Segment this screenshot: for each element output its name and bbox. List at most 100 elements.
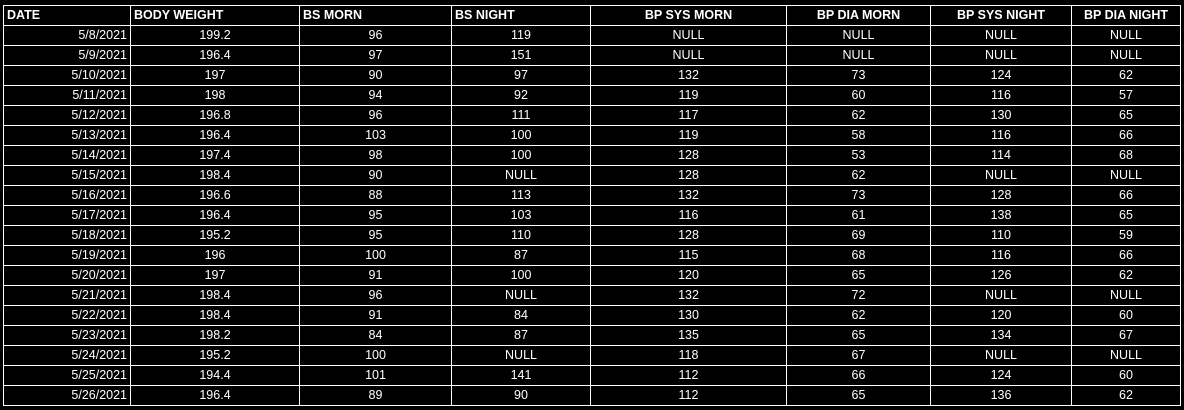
cell-bp-sys-night[interactable]: 116	[930, 125, 1072, 146]
cell-bp-dia-morn[interactable]: 73	[786, 65, 931, 86]
cell-bp-sys-night[interactable]: 130	[930, 105, 1072, 126]
cell-bs-morn[interactable]: 96	[299, 105, 452, 126]
cell-bp-dia-morn[interactable]: 61	[786, 205, 931, 226]
cell-bp-dia-night[interactable]: 62	[1071, 265, 1181, 286]
cell-bp-sys-morn[interactable]: 117	[590, 105, 787, 126]
cell-bp-sys-night[interactable]: 110	[930, 225, 1072, 246]
cell-body-weight[interactable]: 198.4	[130, 285, 300, 306]
cell-bp-sys-night[interactable]: 128	[930, 185, 1072, 206]
column-header-bp-sys-morn[interactable]: BP SYS MORN	[590, 5, 787, 26]
cell-bp-sys-morn[interactable]: 128	[590, 145, 787, 166]
cell-bp-dia-morn[interactable]: 69	[786, 225, 931, 246]
cell-bp-dia-morn[interactable]: NULL	[786, 45, 931, 66]
cell-date[interactable]: 5/12/2021	[3, 105, 131, 126]
cell-date[interactable]: 5/18/2021	[3, 225, 131, 246]
cell-bp-sys-morn[interactable]: 116	[590, 205, 787, 226]
cell-bp-dia-morn[interactable]: 67	[786, 345, 931, 366]
cell-bp-sys-night[interactable]: NULL	[930, 25, 1072, 46]
column-header-date[interactable]: DATE	[3, 5, 131, 26]
cell-bs-morn[interactable]: 98	[299, 145, 452, 166]
cell-bp-sys-night[interactable]: 116	[930, 245, 1072, 266]
cell-bs-morn[interactable]: 94	[299, 85, 452, 106]
column-header-bp-dia-night[interactable]: BP DIA NIGHT	[1071, 5, 1181, 26]
cell-bs-morn[interactable]: 100	[299, 345, 452, 366]
cell-bp-sys-morn[interactable]: 135	[590, 325, 787, 346]
cell-date[interactable]: 5/20/2021	[3, 265, 131, 286]
cell-bp-dia-morn[interactable]: 60	[786, 85, 931, 106]
cell-bs-night[interactable]: 87	[451, 245, 591, 266]
cell-bs-night[interactable]: 100	[451, 125, 591, 146]
cell-bp-dia-morn[interactable]: 68	[786, 245, 931, 266]
cell-body-weight[interactable]: 194.4	[130, 365, 300, 386]
cell-bs-night[interactable]: 90	[451, 385, 591, 406]
cell-bs-night[interactable]: 92	[451, 85, 591, 106]
cell-bp-dia-morn[interactable]: 62	[786, 305, 931, 326]
column-header-bp-sys-night[interactable]: BP SYS NIGHT	[930, 5, 1072, 26]
cell-body-weight[interactable]: 196.4	[130, 125, 300, 146]
cell-bs-night[interactable]: 151	[451, 45, 591, 66]
cell-bp-sys-morn[interactable]: 120	[590, 265, 787, 286]
cell-bp-dia-night[interactable]: 62	[1071, 65, 1181, 86]
cell-bs-morn[interactable]: 97	[299, 45, 452, 66]
cell-bp-sys-morn[interactable]: 112	[590, 385, 787, 406]
cell-bp-sys-night[interactable]: 120	[930, 305, 1072, 326]
cell-bs-morn[interactable]: 90	[299, 65, 452, 86]
cell-date[interactable]: 5/22/2021	[3, 305, 131, 326]
cell-date[interactable]: 5/23/2021	[3, 325, 131, 346]
cell-bp-sys-night[interactable]: 134	[930, 325, 1072, 346]
cell-date[interactable]: 5/8/2021	[3, 25, 131, 46]
cell-bs-morn[interactable]: 84	[299, 325, 452, 346]
cell-bp-sys-morn[interactable]: 119	[590, 125, 787, 146]
cell-date[interactable]: 5/17/2021	[3, 205, 131, 226]
cell-body-weight[interactable]: 198	[130, 85, 300, 106]
cell-bp-sys-morn[interactable]: 115	[590, 245, 787, 266]
cell-bp-dia-night[interactable]: NULL	[1071, 285, 1181, 306]
cell-bp-sys-night[interactable]: NULL	[930, 285, 1072, 306]
cell-bp-dia-night[interactable]: NULL	[1071, 25, 1181, 46]
cell-bp-dia-morn[interactable]: 62	[786, 105, 931, 126]
cell-body-weight[interactable]: 196.8	[130, 105, 300, 126]
cell-body-weight[interactable]: 196.4	[130, 205, 300, 226]
cell-bp-dia-morn[interactable]: 65	[786, 385, 931, 406]
cell-date[interactable]: 5/24/2021	[3, 345, 131, 366]
column-header-bs-morn[interactable]: BS MORN	[299, 5, 452, 26]
cell-bs-morn[interactable]: 96	[299, 285, 452, 306]
cell-bp-dia-night[interactable]: 59	[1071, 225, 1181, 246]
cell-bp-sys-night[interactable]: 116	[930, 85, 1072, 106]
cell-body-weight[interactable]: 199.2	[130, 25, 300, 46]
column-header-bs-night[interactable]: BS NIGHT	[451, 5, 591, 26]
cell-bs-night[interactable]: 141	[451, 365, 591, 386]
cell-bp-sys-morn[interactable]: 132	[590, 65, 787, 86]
cell-bp-dia-night[interactable]: 68	[1071, 145, 1181, 166]
cell-bs-morn[interactable]: 95	[299, 205, 452, 226]
cell-bs-morn[interactable]: 100	[299, 245, 452, 266]
cell-bp-dia-morn[interactable]: 53	[786, 145, 931, 166]
column-header-body-weight[interactable]: BODY WEIGHT	[130, 5, 300, 26]
cell-bs-morn[interactable]: 101	[299, 365, 452, 386]
cell-bp-sys-morn[interactable]: 119	[590, 85, 787, 106]
cell-bs-night[interactable]: 100	[451, 145, 591, 166]
cell-bs-night[interactable]: 84	[451, 305, 591, 326]
cell-body-weight[interactable]: 196	[130, 245, 300, 266]
cell-bp-dia-night[interactable]: 57	[1071, 85, 1181, 106]
cell-bs-night[interactable]: 119	[451, 25, 591, 46]
cell-bp-dia-morn[interactable]: 73	[786, 185, 931, 206]
cell-bs-morn[interactable]: 96	[299, 25, 452, 46]
cell-body-weight[interactable]: 197	[130, 265, 300, 286]
cell-bp-sys-morn[interactable]: NULL	[590, 45, 787, 66]
cell-bp-sys-night[interactable]: 114	[930, 145, 1072, 166]
cell-body-weight[interactable]: 198.4	[130, 165, 300, 186]
cell-bp-sys-night[interactable]: 126	[930, 265, 1072, 286]
cell-bp-dia-night[interactable]: 66	[1071, 245, 1181, 266]
cell-bp-dia-night[interactable]: 62	[1071, 385, 1181, 406]
cell-bs-night[interactable]: 97	[451, 65, 591, 86]
cell-bp-sys-morn[interactable]: 132	[590, 285, 787, 306]
cell-date[interactable]: 5/16/2021	[3, 185, 131, 206]
cell-bp-sys-morn[interactable]: NULL	[590, 25, 787, 46]
cell-bs-night[interactable]: NULL	[451, 345, 591, 366]
cell-bp-sys-night[interactable]: 124	[930, 65, 1072, 86]
cell-body-weight[interactable]: 198.2	[130, 325, 300, 346]
cell-date[interactable]: 5/14/2021	[3, 145, 131, 166]
cell-bp-sys-night[interactable]: 138	[930, 205, 1072, 226]
cell-date[interactable]: 5/9/2021	[3, 45, 131, 66]
